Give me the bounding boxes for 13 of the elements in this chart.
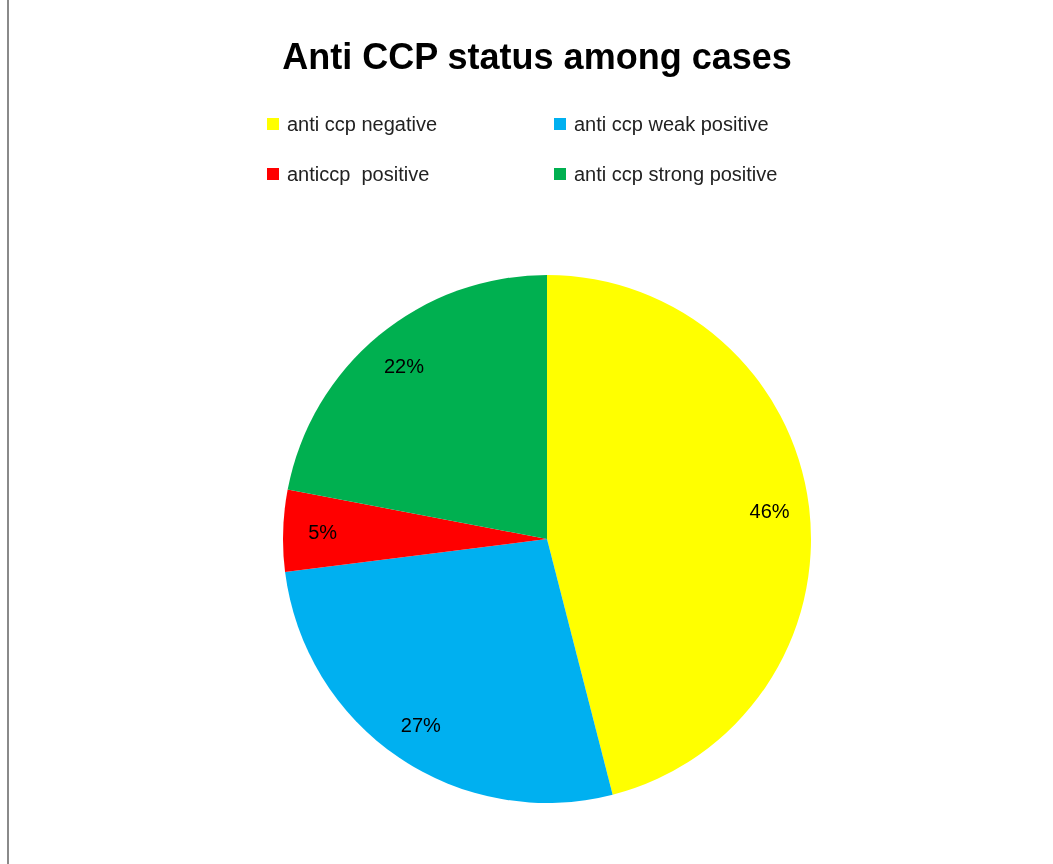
data-label: 46%	[749, 499, 790, 522]
pie-slice	[287, 275, 547, 539]
legend-label: anti ccp weak positive	[574, 112, 769, 136]
legend-label: anticcp positive	[287, 162, 430, 186]
pie-slice	[285, 539, 613, 803]
data-label: 27%	[400, 713, 442, 736]
pie-slice	[283, 489, 547, 573]
data-label: 5%	[308, 520, 338, 543]
legend-label: anti ccp strong positive	[574, 162, 778, 186]
chart-title: Anti CCP status among cases	[281, 36, 793, 78]
data-label: 22%	[383, 355, 425, 378]
legend-label: anti ccp negative	[287, 112, 438, 136]
pie-slice	[547, 275, 811, 795]
